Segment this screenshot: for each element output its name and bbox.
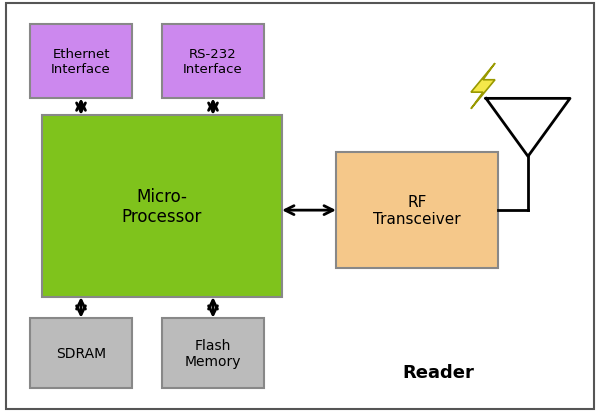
Text: Micro-
Processor: Micro- Processor	[122, 187, 202, 226]
Text: RS-232
Interface: RS-232 Interface	[183, 48, 243, 76]
Bar	[336, 153, 498, 268]
Bar	[30, 318, 132, 388]
Text: Flash
Memory: Flash Memory	[185, 338, 241, 368]
Bar	[30, 25, 132, 99]
Text: Reader: Reader	[402, 363, 474, 381]
Text: SDRAM: SDRAM	[56, 346, 106, 360]
Text: RF
Transceiver: RF Transceiver	[373, 195, 461, 227]
Polygon shape	[471, 64, 495, 109]
Bar	[162, 318, 264, 388]
Text: Ethernet
Interface: Ethernet Interface	[51, 48, 111, 76]
Bar	[162, 25, 264, 99]
Bar	[42, 116, 282, 297]
